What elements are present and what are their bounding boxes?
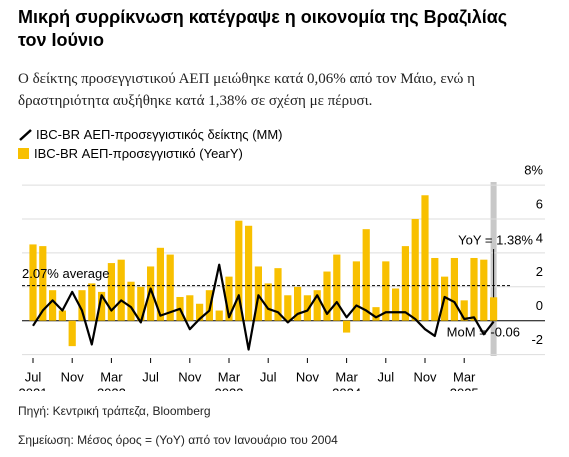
bar [78, 290, 86, 321]
legend-label: IBC-BR ΑΕΠ-προσεγγιστικό (YearY) [34, 146, 243, 161]
bar [401, 246, 409, 321]
bar [303, 295, 311, 321]
bar [137, 286, 145, 321]
bar [98, 291, 106, 321]
x-year-label: 2024 [332, 385, 361, 400]
bar [225, 276, 233, 321]
legend-swatch [18, 148, 29, 159]
bar [284, 295, 292, 321]
bar [470, 257, 478, 321]
y-tick-label: 2 [536, 264, 543, 279]
bar [58, 310, 66, 321]
bar [352, 261, 360, 321]
x-tick-label: Jul [377, 369, 394, 384]
bar [450, 257, 458, 321]
bar [460, 300, 468, 321]
bar [294, 286, 302, 321]
x-tick-label: Jul [25, 369, 42, 384]
y-tick-label: 4 [536, 230, 543, 245]
bar [254, 266, 262, 321]
y-tick-label: 6 [536, 196, 543, 211]
bar [215, 310, 223, 321]
legend: IBC-BR ΑΕΠ-προσεγγιστικός δείκτης (MM) I… [18, 125, 283, 163]
bar [313, 290, 321, 321]
legend-line [19, 128, 32, 141]
bar [411, 218, 419, 321]
x-year-label: 2022 [97, 385, 126, 400]
bar [166, 254, 174, 321]
x-tick-label: Mar [335, 369, 358, 384]
bar [392, 288, 400, 321]
bar [274, 268, 282, 321]
legend-item: IBC-BR ΑΕΠ-προσεγγιστικό (YearY) [18, 144, 283, 163]
legend-item: IBC-BR ΑΕΠ-προσεγγιστικός δείκτης (MM) [18, 125, 283, 144]
bar [264, 283, 272, 321]
x-tick-label: Mar [218, 369, 241, 384]
x-axis-labels: Jul Nov Mar Jul Nov Mar Jul Nov Mar Jul Nov Mar 2021… [19, 369, 479, 400]
x-tick-label: Nov [61, 369, 85, 384]
y-tick-label: 8% [524, 163, 543, 178]
annotation: MoM = -0.06 [447, 324, 520, 339]
legend-label: IBC-BR ΑΕΠ-προσεγγιστικός δείκτης (MM) [36, 127, 283, 142]
y-tick-label: 0 [536, 298, 543, 313]
bar [333, 254, 341, 321]
line [32, 263, 495, 351]
bar [107, 263, 115, 321]
bar [343, 320, 351, 333]
bar [39, 246, 47, 321]
annotation: 2.07% average [22, 266, 109, 281]
x-tick-label: Mar [453, 369, 476, 384]
bar [117, 259, 125, 321]
bar [147, 266, 155, 321]
bar [49, 290, 57, 321]
bar [431, 257, 439, 321]
note: Σημείωση: Μέσος όρος = (YoY) από τον Ιαν… [18, 433, 338, 447]
bar [372, 307, 380, 321]
annotation: YoY = 1.38% [458, 232, 533, 247]
bar [382, 261, 390, 321]
bar [156, 247, 164, 321]
bar [127, 281, 135, 321]
bar [323, 271, 331, 321]
source: Πηγή: Κεντρική τράπεζα, Bloomberg [18, 404, 211, 418]
x-tick-label: Jul [260, 369, 277, 384]
x-tick-label: Mar [100, 369, 123, 384]
y-tick-label: -2 [531, 332, 543, 347]
bar [421, 195, 429, 321]
bar [68, 320, 76, 347]
bar [235, 220, 243, 321]
subtitle: Ο δείκτης προσεγγιστικού ΑΕΠ μειώθηκε κα… [18, 71, 475, 109]
bar [88, 283, 96, 321]
bar [490, 297, 498, 321]
bar [29, 244, 37, 321]
bar [480, 259, 488, 321]
bar [362, 229, 370, 321]
x-tick-label: Nov [178, 369, 202, 384]
x-tick-label: Nov [296, 369, 320, 384]
x-year-label: 2023 [215, 385, 244, 400]
x-tick-label: Nov [413, 369, 437, 384]
x-year-label: 2025 [450, 385, 479, 400]
bar [186, 295, 194, 321]
title: Μικρή συρρίκνωση κατέγραψε η οικονομία τ… [18, 7, 508, 50]
x-tick-label: Jul [142, 369, 159, 384]
bar [196, 303, 204, 321]
x-year-label: 2021 [19, 385, 48, 400]
bar [245, 225, 253, 321]
